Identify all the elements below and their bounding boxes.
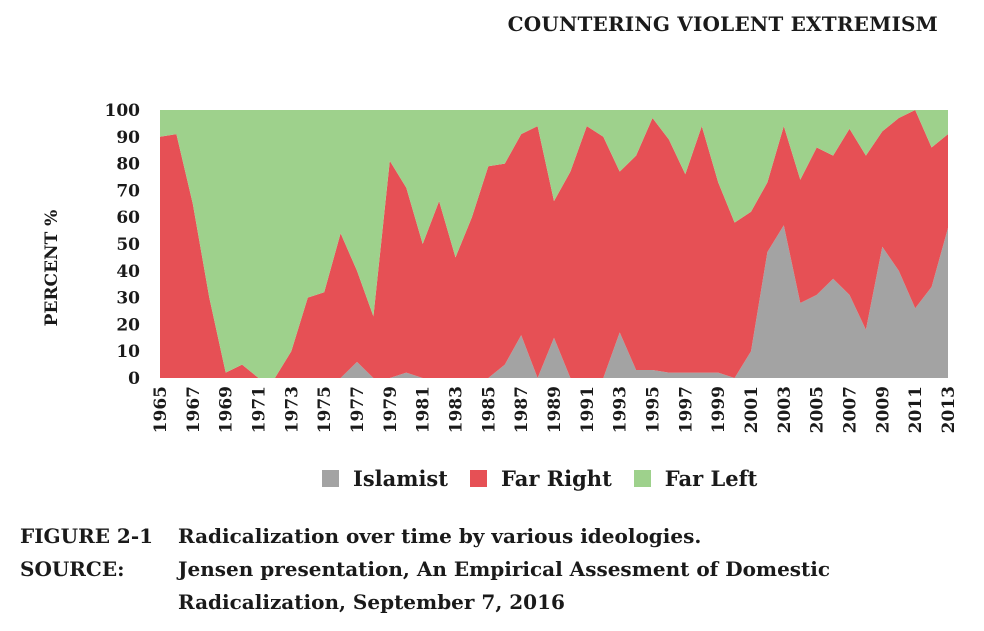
x-tick-label: 1987 bbox=[512, 386, 532, 433]
x-tick-label: 1985 bbox=[479, 386, 499, 433]
area-far-left bbox=[160, 110, 948, 378]
x-tick-label: 2001 bbox=[742, 386, 762, 433]
source-label: SOURCE: bbox=[20, 557, 125, 581]
legend-label-islamist: Islamist bbox=[353, 466, 448, 491]
running-head: COUNTERING VIOLENT EXTREMISM bbox=[507, 12, 938, 36]
chart-legend: Islamist Far Right Far Left bbox=[322, 466, 779, 491]
x-tick-label: 2013 bbox=[939, 386, 959, 433]
x-tick-label: 1999 bbox=[709, 386, 729, 433]
y-tick-label: 10 bbox=[116, 342, 140, 362]
x-tick-label: 2005 bbox=[808, 386, 828, 433]
legend-swatch-islamist bbox=[322, 470, 339, 487]
x-tick-label: 1965 bbox=[151, 386, 171, 433]
x-tick-label: 2009 bbox=[873, 386, 893, 433]
y-tick-label: 40 bbox=[116, 262, 140, 282]
legend-label-far-right: Far Right bbox=[500, 466, 612, 491]
y-axis-ticks: 0 10 20 30 40 50 60 70 80 90 100 bbox=[105, 101, 141, 389]
x-tick-label: 1967 bbox=[184, 386, 204, 433]
x-tick-label: 1995 bbox=[644, 386, 664, 433]
x-tick-label: 1973 bbox=[282, 386, 302, 433]
x-tick-label: 1991 bbox=[578, 386, 598, 433]
x-tick-label: 1981 bbox=[414, 386, 434, 433]
legend-swatch-far-left bbox=[633, 470, 651, 487]
figure-label: FIGURE 2-1 bbox=[20, 524, 154, 548]
y-tick-label: 0 bbox=[128, 369, 140, 389]
area-far-right bbox=[160, 110, 948, 378]
x-tick-label: 1989 bbox=[545, 386, 565, 433]
y-tick-label: 90 bbox=[116, 128, 140, 148]
x-tick-label: 2011 bbox=[906, 386, 926, 433]
source-line-2: Radicalization, September 7, 2016 bbox=[178, 590, 565, 614]
figure-text: Radicalization over time by various ideo… bbox=[178, 524, 702, 548]
area-islamist bbox=[160, 225, 948, 378]
x-tick-label: 1975 bbox=[315, 386, 335, 433]
legend-label-far-left: Far Left bbox=[664, 466, 758, 491]
legend-item-far-right: Far Right bbox=[469, 466, 612, 491]
figure-caption: FIGURE 2-1 Radicalization over time by v… bbox=[20, 520, 830, 619]
x-tick-label: 2007 bbox=[841, 386, 861, 433]
y-tick-label: 70 bbox=[116, 181, 140, 201]
x-tick-label: 1971 bbox=[250, 386, 270, 433]
x-tick-label: 1983 bbox=[447, 386, 467, 433]
x-tick-label: 1993 bbox=[611, 386, 631, 433]
legend-item-islamist: Islamist bbox=[322, 466, 448, 491]
y-tick-label: 30 bbox=[116, 289, 140, 309]
chart-areas bbox=[160, 110, 948, 378]
source-line-1: Jensen presentation, An Empirical Assesm… bbox=[178, 557, 831, 581]
x-tick-label: 1969 bbox=[217, 386, 237, 433]
y-axis-label: PERCENT % bbox=[42, 210, 62, 327]
x-tick-label: 1977 bbox=[348, 386, 368, 433]
y-tick-label: 80 bbox=[116, 155, 140, 175]
y-tick-label: 100 bbox=[105, 101, 141, 121]
x-tick-label: 1997 bbox=[676, 386, 696, 433]
y-tick-label: 20 bbox=[116, 315, 140, 335]
y-tick-label: 60 bbox=[116, 208, 140, 228]
y-tick-label: 50 bbox=[116, 235, 140, 255]
x-axis-ticks: 1965 1967 1969 1971 1973 1975 1977 1979 1981 1983… bbox=[151, 386, 959, 433]
x-tick-label: 1979 bbox=[381, 386, 401, 433]
x-tick-label: 2003 bbox=[775, 386, 795, 433]
legend-swatch-far-right bbox=[469, 470, 487, 487]
legend-item-far-left: Far Left bbox=[633, 466, 758, 491]
